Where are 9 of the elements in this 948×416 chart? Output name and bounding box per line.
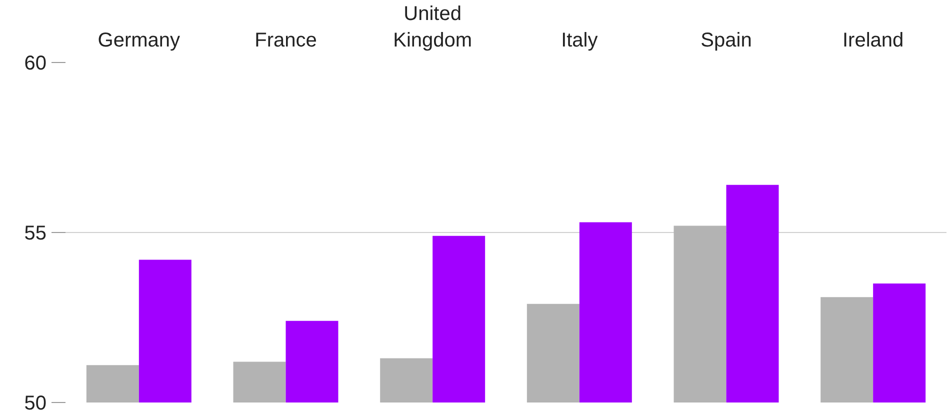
x-tick-label: Germany — [98, 30, 180, 52]
x-tick-label: Spain — [700, 30, 752, 52]
y-tick-label: 55 — [24, 222, 47, 244]
y-tick-label: 60 — [24, 52, 47, 74]
x-tick-label: France — [254, 30, 317, 52]
x-tick-label: Ireland — [842, 30, 904, 52]
x-tick-label: Italy — [561, 30, 598, 52]
x-tick-label: United Kingdom — [393, 3, 472, 52]
y-tick-label: 50 — [24, 392, 47, 414]
